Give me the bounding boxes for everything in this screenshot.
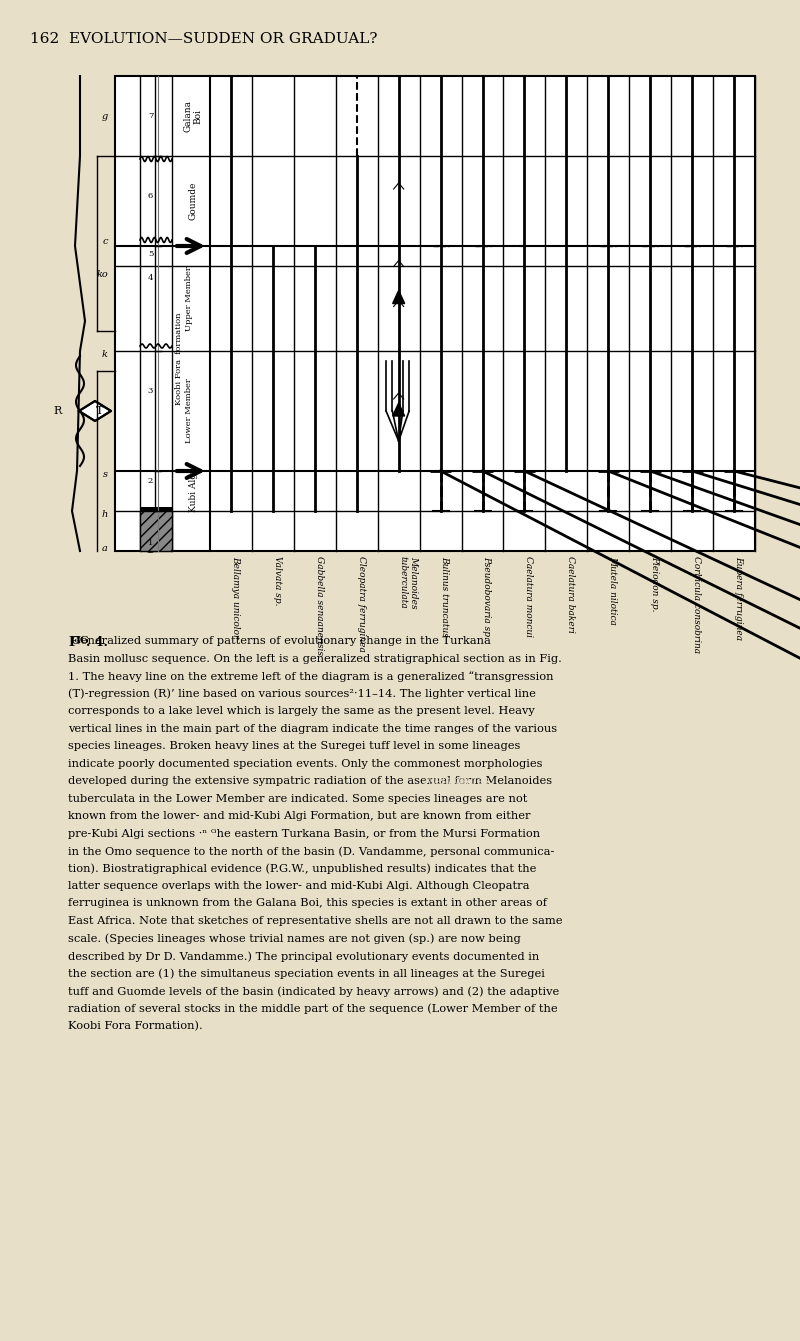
Text: a: a xyxy=(102,543,108,552)
Text: Melanoides: Melanoides xyxy=(423,776,490,786)
Text: Caelatura bakeri: Caelatura bakeri xyxy=(566,557,575,633)
Text: h: h xyxy=(102,510,108,519)
Text: Gabbella senaanensis: Gabbella senaanensis xyxy=(315,557,324,654)
Text: 7: 7 xyxy=(148,113,153,119)
Text: vertical lines in the main part of the diagram indicate the time ranges of the v: vertical lines in the main part of the d… xyxy=(68,724,557,734)
Text: ferruginea is unknown from the Galana Boi, this species is extant in other areas: ferruginea is unknown from the Galana Bo… xyxy=(68,898,547,908)
Text: Galana
Boi: Galana Boi xyxy=(183,101,202,131)
Text: 1. The heavy line on the extreme left of the diagram is a generalized “transgres: 1. The heavy line on the extreme left of… xyxy=(68,670,554,681)
Text: Bulinus truncatus: Bulinus truncatus xyxy=(441,557,450,637)
Text: radiation of several stocks in the middle part of the sequence (Lower Member of : radiation of several stocks in the middl… xyxy=(68,1003,558,1014)
Text: k: k xyxy=(102,350,108,358)
Text: tion). Biostratigraphical evidence (P.G.W., unpublished results) indicates that : tion). Biostratigraphical evidence (P.G.… xyxy=(68,864,536,874)
Text: IG: IG xyxy=(75,636,89,645)
Text: 162  EVOLUTION—SUDDEN OR GRADUAL?: 162 EVOLUTION—SUDDEN OR GRADUAL? xyxy=(30,32,378,46)
Text: c: c xyxy=(102,236,108,245)
Bar xyxy=(140,507,172,515)
Text: Melanoides
tuberculata: Melanoides tuberculata xyxy=(398,557,418,609)
Text: Cleopatra ferruginea: Cleopatra ferruginea xyxy=(357,557,366,652)
Text: pre-Kubi Algi sections ·ⁿ ᴳhe eastern Turkana Basin, or from the Mursi Formation: pre-Kubi Algi sections ·ⁿ ᴳhe eastern Tu… xyxy=(68,829,540,838)
Text: Pleiodon sp.: Pleiodon sp. xyxy=(650,557,659,611)
Polygon shape xyxy=(393,404,405,416)
Text: developed during the extensive sympatric radiation of the asexual form Melanoide: developed during the extensive sympatric… xyxy=(68,776,552,786)
Text: corresponds to a lake level which is largely the same as the present level. Heav: corresponds to a lake level which is lar… xyxy=(68,705,534,716)
Text: R: R xyxy=(54,406,62,416)
Text: latter sequence overlaps with the lower- and mid-Kubi Algi. Although Cleopatra: latter sequence overlaps with the lower-… xyxy=(68,881,530,890)
Text: Valvata sp.: Valvata sp. xyxy=(273,557,282,606)
Text: Lower Member: Lower Member xyxy=(185,378,193,444)
Text: Basin mollusc sequence. On the left is a generalized stratigraphical section as : Basin mollusc sequence. On the left is a… xyxy=(68,653,562,664)
Text: East Africa. Note that sketches of representative shells are not all drawn to th: East Africa. Note that sketches of repre… xyxy=(68,916,562,927)
Text: . 4.: . 4. xyxy=(86,636,108,649)
Text: in the Omo sequence to the north of the basin (D. Vandamme, personal communica-: in the Omo sequence to the north of the … xyxy=(68,846,554,857)
Text: Generalized summary of patterns of evolutionary change in the Turkana: Generalized summary of patterns of evolu… xyxy=(68,636,491,646)
Text: tuff and Guomde levels of the basin (indicated by heavy arrows) and (2) the adap: tuff and Guomde levels of the basin (ind… xyxy=(68,986,559,996)
Text: 6: 6 xyxy=(148,192,153,200)
Text: indicate poorly documented speciation events. Only the commonest morphologies: indicate poorly documented speciation ev… xyxy=(68,759,542,768)
Text: 5: 5 xyxy=(148,249,153,257)
Text: Koobi Fora Formation).: Koobi Fora Formation). xyxy=(68,1021,202,1031)
Text: Corbicula consobrina: Corbicula consobrina xyxy=(692,557,701,653)
Text: 4: 4 xyxy=(148,274,154,282)
Text: T: T xyxy=(96,406,104,416)
Text: Koobi Fora  formation: Koobi Fora formation xyxy=(175,312,183,405)
Text: Caelatura moncui: Caelatura moncui xyxy=(525,557,534,637)
Text: Mutela nilotica: Mutela nilotica xyxy=(608,557,618,625)
Text: Goumde: Goumde xyxy=(189,182,198,220)
Text: described by Dr D. Vandamme.) The principal evolutionary events documented in: described by Dr D. Vandamme.) The princi… xyxy=(68,951,539,961)
Text: the section are (1) the simultaneus speciation events in all lineages at the Sur: the section are (1) the simultaneus spec… xyxy=(68,968,545,979)
Text: species lineages. Broken heavy lines at the Suregei tuff level in some lineages: species lineages. Broken heavy lines at … xyxy=(68,742,520,751)
Text: (T)-regression (R)’ line based on various sources²·11–14. The lighter vertical l: (T)-regression (R)’ line based on variou… xyxy=(68,688,536,699)
Text: 2: 2 xyxy=(148,477,153,485)
Text: scale. (Species lineages whose trivial names are not given (sp.) are now being: scale. (Species lineages whose trivial n… xyxy=(68,933,521,944)
Bar xyxy=(140,511,172,551)
Text: 3: 3 xyxy=(148,388,153,396)
Text: g: g xyxy=(102,111,108,121)
Text: tuberculata in the Lower Member are indicated. Some species lineages are not: tuberculata in the Lower Member are indi… xyxy=(68,794,527,803)
Text: s: s xyxy=(102,469,107,479)
Text: Kubi Algi: Kubi Algi xyxy=(189,471,198,512)
Text: Upper Member: Upper Member xyxy=(185,266,193,331)
Polygon shape xyxy=(393,291,405,303)
Text: known from the lower- and mid-Kubi Algi Formation, but are known from either: known from the lower- and mid-Kubi Algi … xyxy=(68,811,530,821)
Text: F: F xyxy=(68,636,77,649)
Text: Pseudobovaria sp.: Pseudobovaria sp. xyxy=(482,557,491,638)
Text: ko: ko xyxy=(96,270,108,279)
Text: Bellamya unicolor: Bellamya unicolor xyxy=(231,557,240,638)
Polygon shape xyxy=(79,401,111,421)
Text: Eupera ferruginea: Eupera ferruginea xyxy=(734,557,743,640)
Bar xyxy=(115,76,755,551)
Text: 1: 1 xyxy=(148,539,153,547)
